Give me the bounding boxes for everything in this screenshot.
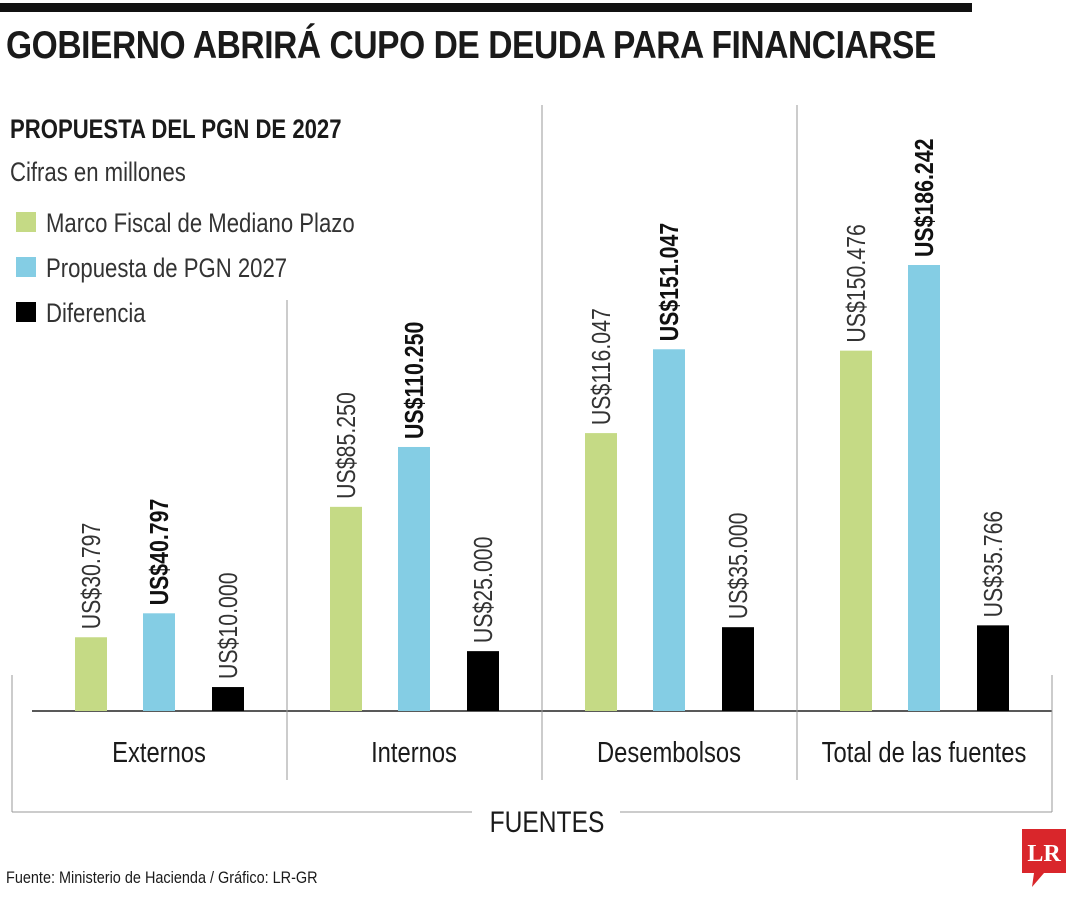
bar-0-1 <box>143 613 175 711</box>
bars <box>75 265 1009 711</box>
bar-1-2 <box>467 651 499 711</box>
bar-1-1 <box>398 446 430 711</box>
bar-1-0 <box>330 506 362 711</box>
legend: PROPUESTA DEL PGN DE 2027 Cifras en millo… <box>10 115 355 329</box>
chart-title: PROPUESTA DEL PGN DE 2027 <box>10 115 342 145</box>
data-label-1-0: US$85.250 <box>332 392 362 499</box>
top-rule <box>0 3 972 12</box>
chart-subtitle: Cifras en millones <box>10 158 186 188</box>
bar-0-2 <box>212 687 244 711</box>
bar-3-2 <box>977 625 1009 711</box>
category-label-1: Internos <box>371 736 457 769</box>
data-label-3-2: US$35.766 <box>979 511 1009 618</box>
data-label-0-2: US$10.000 <box>214 572 244 679</box>
bar-2-1 <box>653 349 685 711</box>
legend-swatch-1 <box>16 257 36 277</box>
data-label-2-0: US$116.047 <box>587 308 617 425</box>
bar-0-0 <box>75 637 107 711</box>
legend-label-1: Propuesta de PGN 2027 <box>46 254 287 284</box>
data-label-0-0: US$30.797 <box>77 523 107 630</box>
data-label-3-0: US$150.476 <box>842 224 872 342</box>
category-labels: Externos Internos Desembolsos Total de las … <box>112 736 1026 769</box>
bar-3-0 <box>840 350 872 711</box>
bar-2-0 <box>585 433 617 711</box>
data-label-1-1: US$110.250 <box>400 322 430 439</box>
lr-logo: LR <box>1022 829 1066 887</box>
bar-2-2 <box>722 627 754 711</box>
data-label-2-1: US$151.047 <box>655 223 685 341</box>
data-label-3-1: US$186.242 <box>910 139 940 257</box>
data-label-0-1: US$40.797 <box>145 499 175 606</box>
logo-text: LR <box>1027 841 1061 867</box>
data-labels: US$30.797 US$40.797 US$10.000 US$85.250 US$1… <box>77 139 1009 680</box>
data-label-2-2: US$35.000 <box>724 513 754 620</box>
x-axis-title: FUENTES <box>490 805 605 839</box>
data-label-1-2: US$25.000 <box>469 536 499 643</box>
legend-label-2: Diferencia <box>46 299 146 329</box>
legend-label-0: Marco Fiscal de Mediano Plazo <box>46 209 355 239</box>
legend-swatch-2 <box>16 302 36 322</box>
chart-frame: FUENTES <box>11 105 1053 839</box>
headline: GOBIERNO ABRIRÁ CUPO DE DEUDA PARA FINAN… <box>6 24 936 67</box>
category-label-2: Desembolsos <box>597 736 741 769</box>
legend-swatch-0 <box>16 212 36 232</box>
category-label-3: Total de las fuentes <box>822 736 1027 769</box>
bar-3-1 <box>908 265 940 711</box>
source-note: Fuente: Ministerio de Hacienda / Gráfico… <box>6 868 318 887</box>
category-label-0: Externos <box>112 736 206 769</box>
